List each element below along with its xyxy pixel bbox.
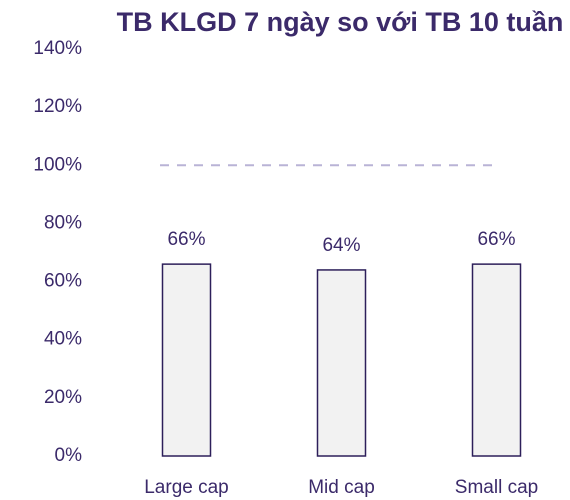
y-tick-label: 140% — [33, 38, 82, 59]
y-tick-label: 80% — [44, 212, 82, 233]
data-label: 66% — [167, 229, 205, 250]
bar — [161, 263, 212, 457]
chart-title: TB KLGD 7 ngày so với TB 10 tuần — [116, 7, 564, 37]
data-label: 66% — [477, 229, 515, 250]
x-tick-label: Mid cap — [308, 477, 375, 498]
bar — [316, 269, 367, 457]
x-tick-label: Large cap — [144, 477, 229, 498]
bar — [471, 263, 522, 457]
y-tick-label: 60% — [44, 271, 82, 292]
y-tick-label: 40% — [44, 329, 82, 350]
x-tick-label: Small cap — [455, 477, 538, 498]
y-tick-label: 120% — [33, 96, 82, 117]
y-tick-label: 100% — [33, 154, 82, 175]
data-label: 64% — [322, 235, 360, 256]
y-tick-label: 20% — [44, 387, 82, 408]
y-tick-label: 0% — [55, 445, 83, 466]
